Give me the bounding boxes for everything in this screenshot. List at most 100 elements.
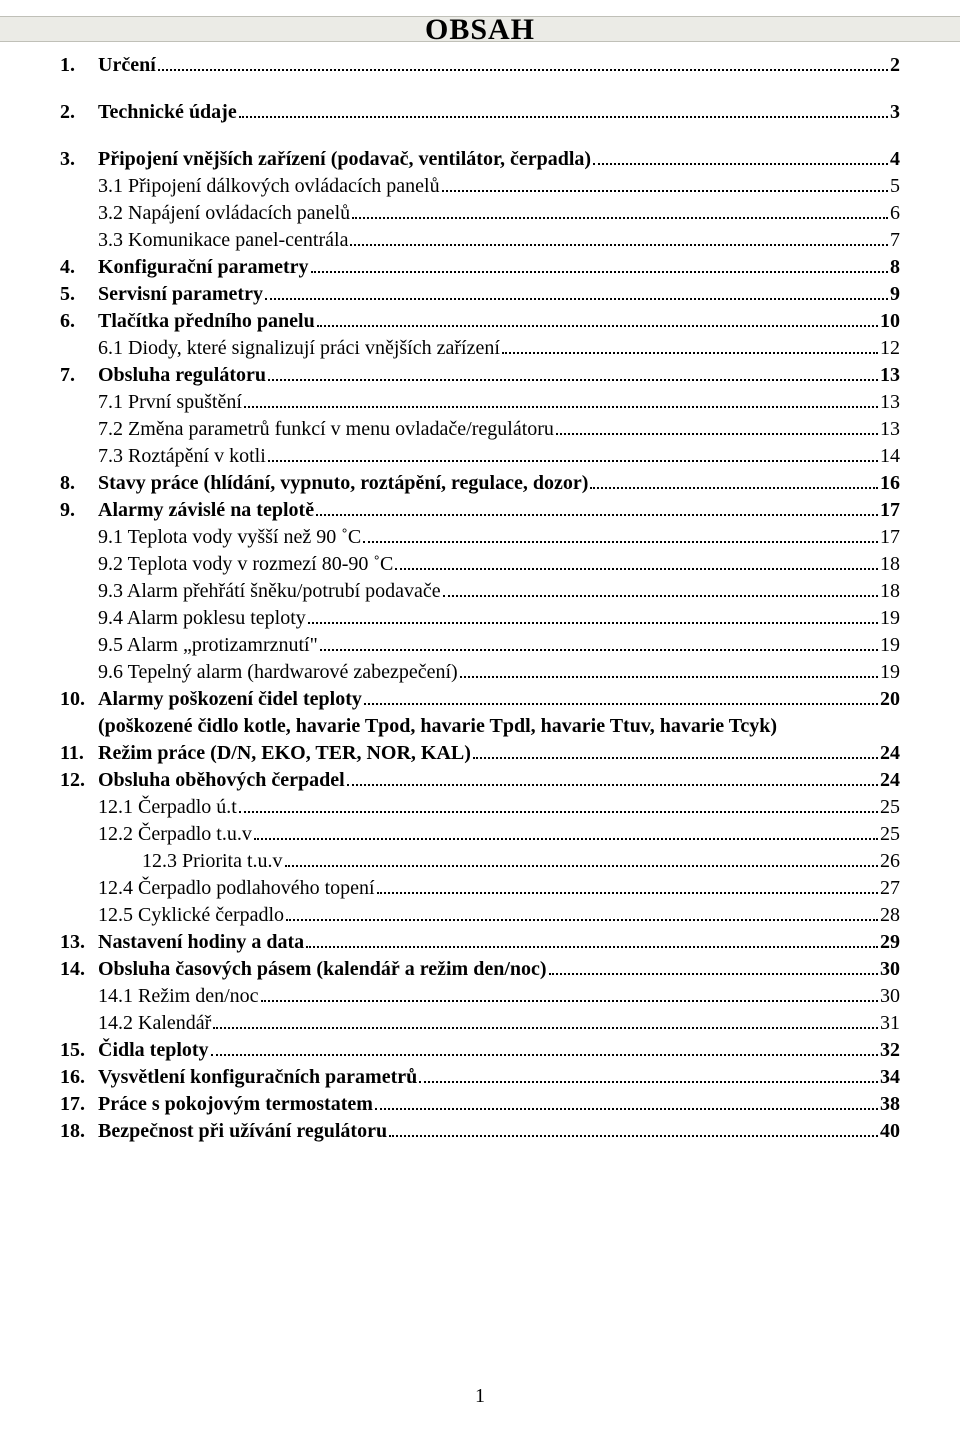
spacer (60, 126, 900, 146)
toc-label: Alarmy poškození čidel teploty (98, 686, 362, 713)
toc-leader-dots (442, 176, 888, 192)
toc-index: 16. (60, 1064, 98, 1091)
toc-leader-dots (549, 959, 878, 975)
toc-page-number: 13 (880, 389, 900, 416)
toc-label: Obsluha regulátoru (98, 362, 266, 389)
toc-row: 9.Alarmy závislé na teplotě17 (60, 497, 900, 524)
toc-label: 9.2 Teplota vody v rozmezí 80-90 ˚C (98, 551, 393, 578)
toc-row: 9.6 Tepelný alarm (hardwarové zabezpečen… (98, 659, 900, 686)
toc-leader-dots (320, 635, 878, 651)
toc-label: Čidla teploty (98, 1037, 209, 1064)
toc-row: 10.Alarmy poškození čidel teploty 20 (60, 686, 900, 713)
toc-index: 8. (60, 470, 98, 497)
toc-label: 12.2 Čerpadlo t.u.v (98, 821, 252, 848)
toc-label: Tlačítka předního panelu (98, 308, 315, 335)
toc-row: 3.2 Napájení ovládacích panelů 6 (98, 200, 900, 227)
toc-page-number: 18 (880, 578, 900, 605)
toc-index: 9. (60, 497, 98, 524)
toc-page-number: 9 (890, 281, 900, 308)
toc-leader-dots (265, 284, 888, 300)
toc-page-number: 17 (880, 524, 900, 551)
toc-label: 12.1 Čerpadlo ú.t (98, 794, 237, 821)
toc-label: 9.5 Alarm „protizamrznutí" (98, 632, 318, 659)
toc-row: 11.Režim práce (D/N, EKO, TER, NOR, KAL)… (60, 740, 900, 767)
toc-leader-dots (244, 392, 878, 408)
toc-row: 2.Technické údaje 3 (60, 99, 900, 126)
document-page: OBSAH 1.Určení22.Technické údaje33.Připo… (0, 0, 960, 1432)
toc-index: 13. (60, 929, 98, 956)
toc-row: 15.Čidla teploty 32 (60, 1037, 900, 1064)
toc-page-number: 31 (880, 1010, 900, 1037)
toc-leader-dots (473, 743, 878, 759)
toc-page-number: 34 (880, 1064, 900, 1091)
page-title: OBSAH (60, 10, 900, 51)
toc-row: 5.Servisní parametry9 (60, 281, 900, 308)
toc-leader-dots (285, 851, 878, 867)
toc-leader-dots (593, 149, 888, 165)
toc-label: Režim práce (D/N, EKO, TER, NOR, KAL) (98, 740, 471, 767)
toc-page-number: 13 (880, 362, 900, 389)
toc-page-number: 3 (890, 99, 900, 126)
toc-label: 7.3 Roztápění v kotli (98, 443, 266, 470)
toc-index: 7. (60, 362, 98, 389)
toc-label: 9.1 Teplota vody vyšší než 90 ˚C (98, 524, 361, 551)
toc-row: 7.3 Roztápění v kotli14 (98, 443, 900, 470)
toc-page-number: 24 (880, 740, 900, 767)
toc-leader-dots (268, 365, 878, 381)
toc-page-number: 18 (880, 551, 900, 578)
toc-row: 6.Tlačítka předního panelu10 (60, 308, 900, 335)
toc-page-number: 13 (880, 416, 900, 443)
toc-page-number: 32 (880, 1037, 900, 1064)
toc-leader-dots (158, 55, 888, 71)
toc-label: 9.3 Alarm přehřátí šněku/potrubí podavač… (98, 578, 441, 605)
toc-row: 12.Obsluha oběhových čerpadel 24 (60, 767, 900, 794)
toc-leader-dots (350, 230, 888, 246)
toc-page-number: 28 (880, 902, 900, 929)
toc-leader-dots (389, 1121, 878, 1137)
spacer (60, 79, 900, 99)
toc-label: Konfigurační parametry (98, 254, 309, 281)
toc-page-number: 8 (890, 254, 900, 281)
toc-index: 3. (60, 146, 98, 173)
toc-row: 9.1 Teplota vody vyšší než 90 ˚C 17 (98, 524, 900, 551)
toc-page-number: 29 (880, 929, 900, 956)
toc-page-number: 30 (880, 983, 900, 1010)
toc-leader-dots (306, 932, 878, 948)
toc-label: 9.4 Alarm poklesu teploty (98, 605, 306, 632)
toc-label: Technické údaje (98, 99, 237, 126)
toc-page-number: 27 (880, 875, 900, 902)
toc-page-number: 25 (880, 794, 900, 821)
toc-row: 13.Nastavení hodiny a data29 (60, 929, 900, 956)
toc-index: 2. (60, 99, 98, 126)
toc-leader-dots (502, 338, 878, 354)
toc-leader-dots (377, 878, 878, 894)
toc-label: 9.6 Tepelný alarm (hardwarové zabezpečen… (98, 659, 458, 686)
toc-row: 14.2 Kalendář31 (98, 1010, 900, 1037)
page-number: 1 (0, 1383, 960, 1410)
toc-row: 9.2 Teplota vody v rozmezí 80-90 ˚C 18 (98, 551, 900, 578)
toc-leader-dots (261, 986, 878, 1002)
toc-leader-dots (395, 554, 878, 570)
toc-leader-dots (590, 473, 878, 489)
toc-page-number: 4 (890, 146, 900, 173)
toc-label: Práce s pokojovým termostatem (98, 1091, 373, 1118)
toc-page-number: 17 (880, 497, 900, 524)
toc-index: 15. (60, 1037, 98, 1064)
title-bar: OBSAH (60, 10, 900, 46)
table-of-contents: 1.Určení22.Technické údaje33.Připojení v… (60, 52, 900, 1145)
toc-page-number: 20 (880, 686, 900, 713)
toc-page-number: 38 (880, 1091, 900, 1118)
toc-index: 4. (60, 254, 98, 281)
toc-index: 18. (60, 1118, 98, 1145)
toc-label: 12.4 Čerpadlo podlahového topení (98, 875, 375, 902)
toc-index: 10. (60, 686, 98, 713)
toc-leader-dots (460, 662, 878, 678)
toc-row: 16.Vysvětlení konfiguračních parametrů34 (60, 1064, 900, 1091)
toc-row: 18.Bezpečnost při užívání regulátoru40 (60, 1118, 900, 1145)
toc-row: 3.Připojení vnějších zařízení (podavač, … (60, 146, 900, 173)
toc-page-number: 7 (890, 227, 900, 254)
toc-index: 12. (60, 767, 98, 794)
toc-row: 12.4 Čerpadlo podlahového topení 27 (98, 875, 900, 902)
toc-row: 12.5 Cyklické čerpadlo28 (98, 902, 900, 929)
toc-page-number: 10 (880, 308, 900, 335)
